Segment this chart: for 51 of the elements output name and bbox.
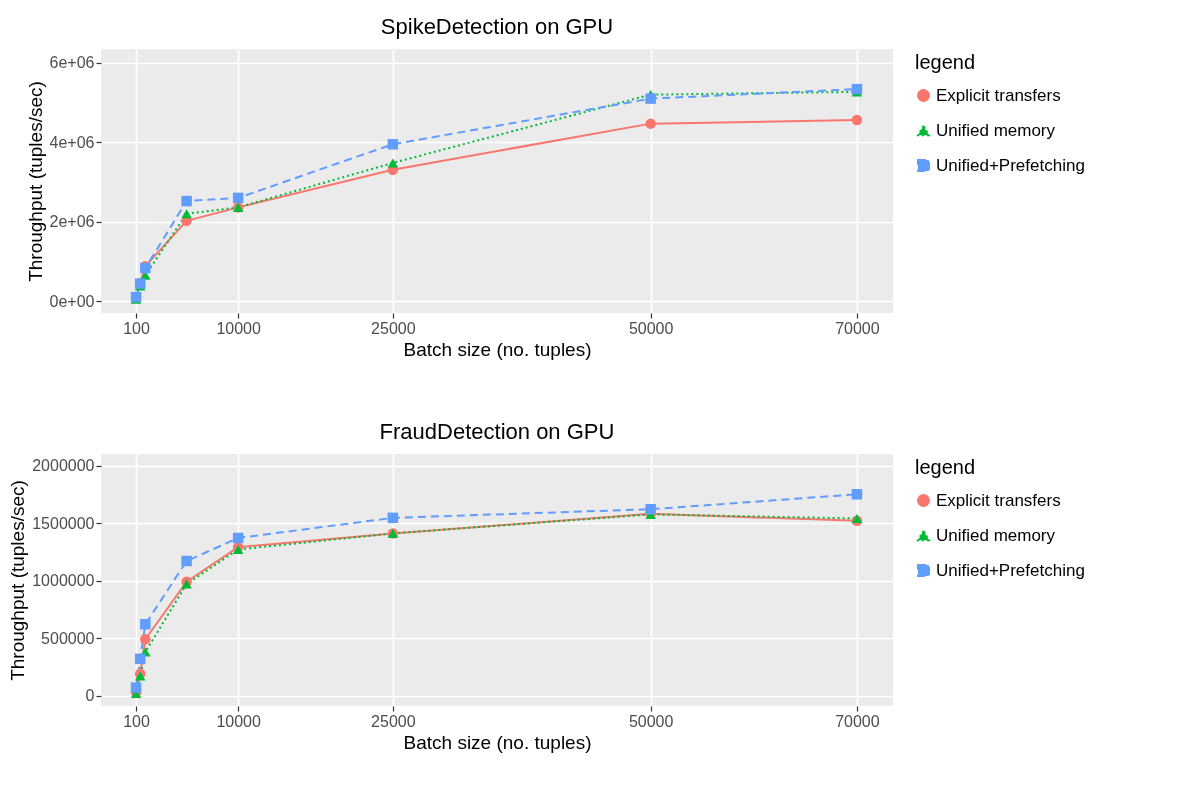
point <box>387 512 399 524</box>
point <box>181 195 192 207</box>
x-tick-label: 70000 <box>835 319 880 337</box>
point <box>232 192 244 204</box>
x-tick-label: 100 <box>123 319 151 337</box>
legend-title: legend <box>915 456 976 478</box>
legend-label: Unified memory <box>936 525 1056 545</box>
x-tick-label: 25000 <box>371 319 416 337</box>
y-tick-label: 500000 <box>41 629 95 647</box>
point <box>181 209 192 219</box>
point <box>140 619 151 630</box>
point <box>645 118 656 129</box>
legend-label: Explicit transfers <box>936 490 1061 510</box>
y-tick-label: 2e+06 <box>49 213 95 231</box>
chart-title: FraudDetection on GPU <box>379 419 615 444</box>
y-tick-label: 4e+06 <box>49 133 95 151</box>
legend-label: Unified+Prefetching <box>936 155 1085 175</box>
x-axis-title: Batch size (no. tuples) <box>403 731 592 753</box>
legend-title: legend <box>915 51 976 73</box>
x-tick-label: 10000 <box>216 319 261 337</box>
point <box>387 139 399 150</box>
y-tick-label: 2000000 <box>32 457 95 475</box>
y-tick-label: 1000000 <box>32 572 95 590</box>
y-tick-label: 0 <box>85 687 95 705</box>
x-tick-label: 70000 <box>835 712 880 730</box>
point <box>387 158 399 168</box>
point <box>645 93 656 104</box>
point <box>232 532 244 544</box>
y-tick-label: 1500000 <box>32 514 95 532</box>
point <box>851 489 863 500</box>
y-axis-title: Throughput (tuples/sec) <box>24 81 46 282</box>
y-tick-label: 0e+00 <box>49 292 95 310</box>
chart-title: SpikeDetection on GPU <box>380 14 614 39</box>
point <box>134 653 146 665</box>
legend-label: Unified+Prefetching <box>936 560 1085 580</box>
x-axis-title: Batch size (no. tuples) <box>403 338 592 360</box>
point <box>851 83 863 95</box>
point <box>851 114 863 126</box>
y-tick-label: 6e+06 <box>49 54 95 72</box>
x-tick-label: 10000 <box>216 712 261 730</box>
point <box>130 682 142 693</box>
legend-label: Unified memory <box>936 120 1056 140</box>
point <box>645 503 656 515</box>
point <box>140 634 151 645</box>
y-axis-title: Throughput (tuples/sec) <box>7 480 29 681</box>
x-tick-label: 50000 <box>628 712 674 730</box>
point <box>181 555 192 567</box>
x-tick-label: 100 <box>123 712 151 730</box>
x-tick-label: 25000 <box>371 712 416 730</box>
legend-label: Explicit transfers <box>936 85 1061 105</box>
x-tick-label: 50000 <box>628 319 674 337</box>
